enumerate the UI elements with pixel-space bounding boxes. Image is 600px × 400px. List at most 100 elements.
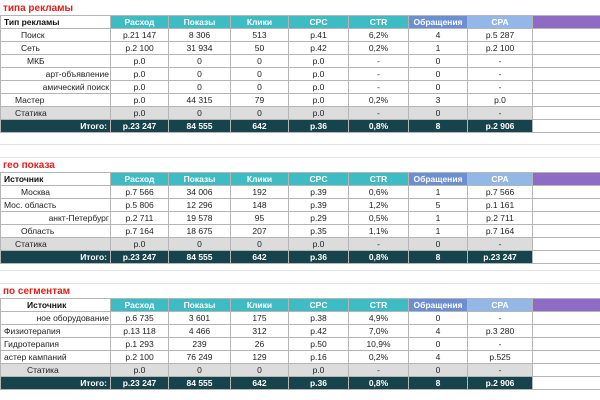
cpa-cell[interactable]: - [467,363,533,377]
spend-cell[interactable]: р.2 100 [110,41,169,55]
column-header-clicks[interactable]: Клики [230,298,289,312]
spend-cell[interactable]: р.0 [110,237,169,251]
total-ctr-cell[interactable]: 0,8% [348,376,409,390]
spend-cell[interactable]: р.0 [110,363,169,377]
clicks-cell[interactable]: 95 [230,211,289,225]
clicks-cell[interactable]: 513 [230,28,289,42]
column-header-label[interactable]: Тип рекламы [0,15,111,29]
conversions-cell[interactable]: 0 [408,80,468,94]
total-cpc-cell[interactable]: р.36 [288,376,349,390]
cpa-cell[interactable]: - [467,106,533,120]
spend-cell[interactable]: р.0 [110,106,169,120]
total-cpa-cell[interactable]: р.2 906 [467,376,533,390]
cpa-cell[interactable]: - [467,80,533,94]
total-cpa-cell[interactable]: р.23 247 [467,250,533,264]
spend-cell[interactable]: р.21 147 [110,28,169,42]
ctr-cell[interactable]: 10,9% [348,337,409,351]
cpc-cell[interactable]: р.38 [288,311,349,325]
column-header-spend[interactable]: Расход [110,15,169,29]
conversions-cell[interactable]: 4 [408,324,468,338]
clicks-cell[interactable]: 50 [230,41,289,55]
spend-cell[interactable]: р.0 [110,54,169,68]
column-header-impressions[interactable]: Показы [168,15,231,29]
extra-cell[interactable] [532,198,600,212]
conversions-cell[interactable]: 1 [408,185,468,199]
impressions-cell[interactable]: 31 934 [168,41,231,55]
clicks-cell[interactable]: 192 [230,185,289,199]
clicks-cell[interactable]: 0 [230,67,289,81]
column-header-ctr[interactable]: CTR [348,15,409,29]
ctr-cell[interactable]: 0,2% [348,41,409,55]
clicks-cell[interactable]: 0 [230,363,289,377]
impressions-cell[interactable]: 19 578 [168,211,231,225]
total-clicks-cell[interactable]: 642 [230,376,289,390]
impressions-cell[interactable]: 4 466 [168,324,231,338]
cpa-cell[interactable]: р.0 [467,93,533,107]
row-name-cell[interactable]: Сеть [0,41,111,55]
ctr-cell[interactable]: 0,5% [348,211,409,225]
extra-cell[interactable] [532,28,600,42]
column-header-spend[interactable]: Расход [110,172,169,186]
column-header-cpa[interactable]: CPA [467,15,533,29]
row-name-cell[interactable]: арт-объявление [0,67,111,81]
conversions-cell[interactable]: 1 [408,224,468,238]
row-name-cell[interactable]: МКБ [0,54,111,68]
total-conversions-cell[interactable]: 8 [408,250,468,264]
impressions-cell[interactable]: 0 [168,237,231,251]
impressions-cell[interactable]: 34 006 [168,185,231,199]
conversions-cell[interactable]: 0 [408,54,468,68]
extra-cell[interactable] [532,337,600,351]
spend-cell[interactable]: р.7 164 [110,224,169,238]
extra-cell[interactable] [532,211,600,225]
total-cpc-cell[interactable]: р.36 [288,119,349,133]
total-conversions-cell[interactable]: 8 [408,119,468,133]
spend-cell[interactable]: р.0 [110,67,169,81]
impressions-cell[interactable]: 3 601 [168,311,231,325]
impressions-cell[interactable]: 76 249 [168,350,231,364]
total-label[interactable]: Итого: [0,119,111,133]
spend-cell[interactable]: р.13 118 [110,324,169,338]
extra-cell[interactable] [532,54,600,68]
extra-cell[interactable] [532,324,600,338]
ctr-cell[interactable]: - [348,106,409,120]
total-extra-cell[interactable] [532,119,600,133]
cpc-cell[interactable]: р.0 [288,363,349,377]
cpa-cell[interactable]: - [467,67,533,81]
total-spend-cell[interactable]: р.23 247 [110,376,169,390]
impressions-cell[interactable]: 12 296 [168,198,231,212]
cpc-cell[interactable]: р.42 [288,41,349,55]
impressions-cell[interactable]: 0 [168,67,231,81]
cpc-cell[interactable]: р.39 [288,198,349,212]
ctr-cell[interactable]: 4,9% [348,311,409,325]
row-name-cell[interactable]: Статика [0,363,111,377]
cpc-cell[interactable]: р.50 [288,337,349,351]
conversions-cell[interactable]: 4 [408,28,468,42]
row-name-cell[interactable]: Поиск [0,28,111,42]
spend-cell[interactable]: р.5 806 [110,198,169,212]
column-header-cpa[interactable]: CPA [467,172,533,186]
row-name-cell[interactable]: Область [0,224,111,238]
column-header-impressions[interactable]: Показы [168,298,231,312]
ctr-cell[interactable]: - [348,67,409,81]
clicks-cell[interactable]: 175 [230,311,289,325]
ctr-cell[interactable]: 0,2% [348,93,409,107]
extra-cell[interactable] [532,363,600,377]
total-spend-cell[interactable]: р.23 247 [110,119,169,133]
cpa-cell[interactable]: р.7 164 [467,224,533,238]
row-name-cell[interactable]: Физиотерапия [0,324,111,338]
column-header-cpc[interactable]: CPC [288,298,349,312]
impressions-cell[interactable]: 0 [168,80,231,94]
column-header-ctr[interactable]: CTR [348,172,409,186]
clicks-cell[interactable]: 79 [230,93,289,107]
clicks-cell[interactable]: 129 [230,350,289,364]
column-header-impressions[interactable]: Показы [168,172,231,186]
column-header-cpc[interactable]: CPC [288,15,349,29]
row-name-cell[interactable]: Статика [0,237,111,251]
impressions-cell[interactable]: 239 [168,337,231,351]
total-ctr-cell[interactable]: 0,8% [348,250,409,264]
conversions-cell[interactable]: 0 [408,337,468,351]
ctr-cell[interactable]: 0,2% [348,350,409,364]
column-header-conversions[interactable]: Обращения [408,298,468,312]
ctr-cell[interactable]: - [348,237,409,251]
total-impressions-cell[interactable]: 84 555 [168,376,231,390]
